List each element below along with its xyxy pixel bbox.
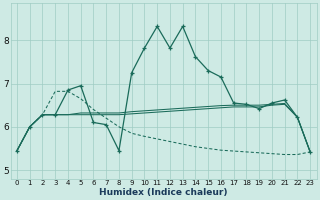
X-axis label: Humidex (Indice chaleur): Humidex (Indice chaleur) (99, 188, 228, 197)
